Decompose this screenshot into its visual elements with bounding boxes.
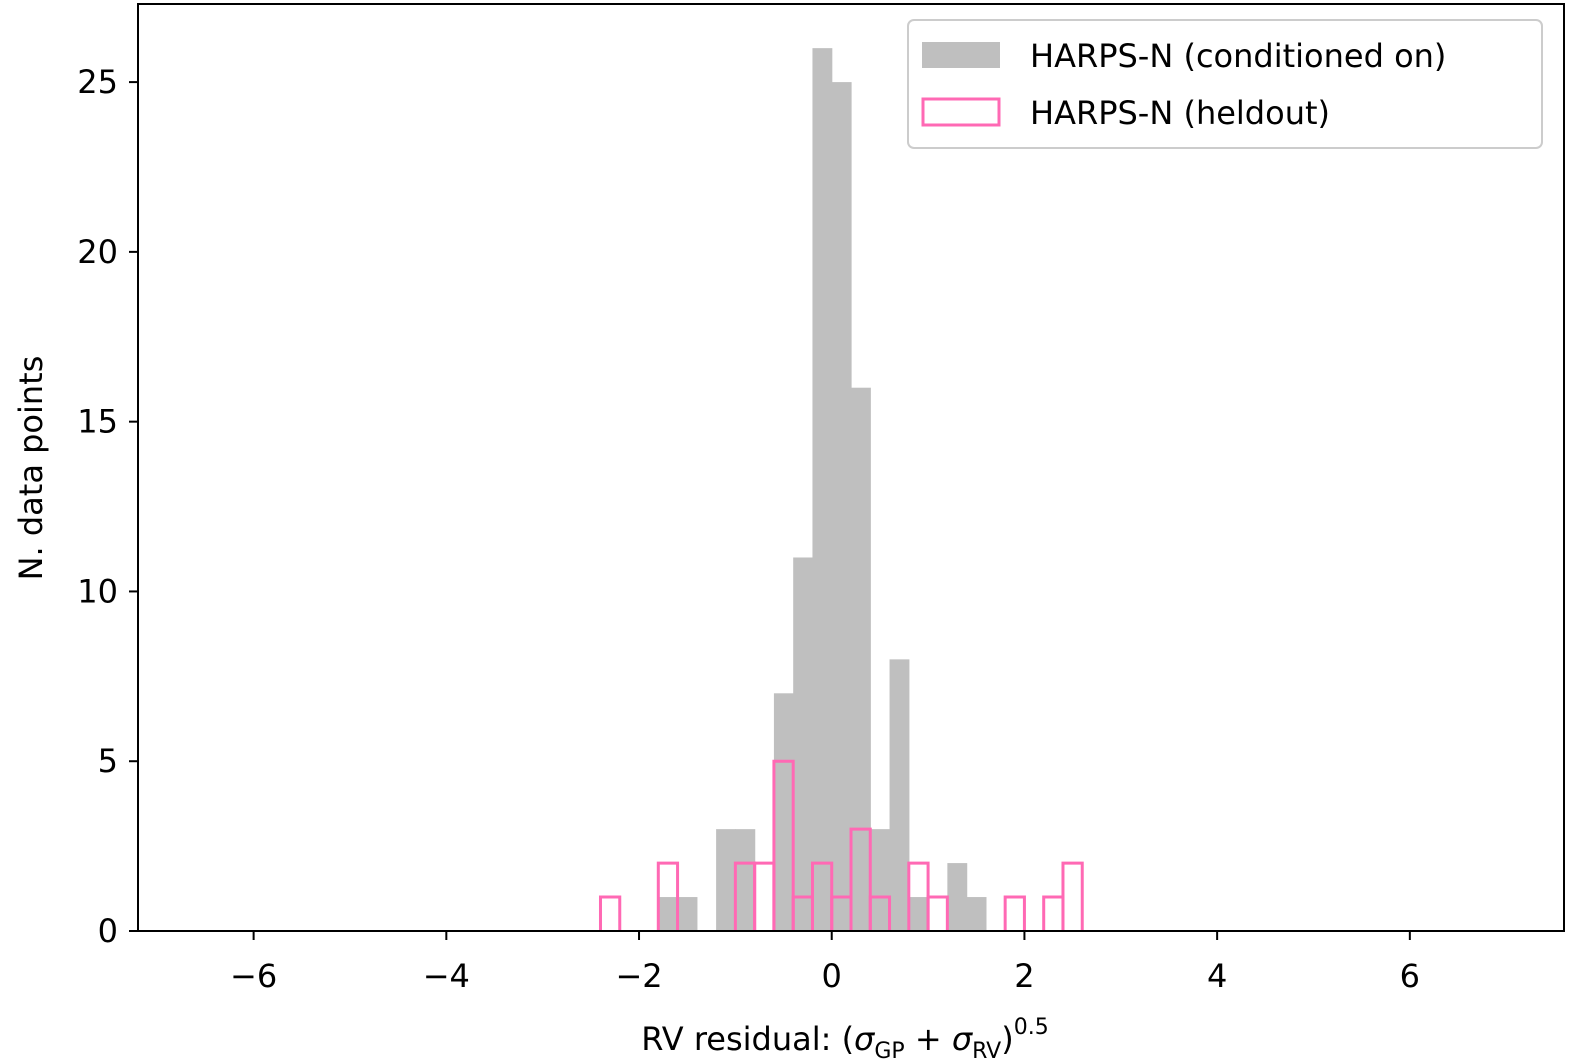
step-heldout-8 [849, 827, 872, 931]
bar-conditioned-4 [773, 693, 794, 931]
x-axis-label-sub-rv: RV [972, 1039, 1001, 1062]
bars-layer [658, 48, 987, 932]
legend: HARPS-N (conditioned on) HARPS-N (heldou… [907, 19, 1543, 149]
y-tick-label: 15 [77, 403, 118, 441]
legend-box [907, 19, 1543, 149]
bar-conditioned-11 [908, 897, 929, 931]
step-heldout-12 [1003, 895, 1026, 931]
x-axis-label-plus: + [905, 1020, 952, 1058]
x-tick-label: 4 [1207, 957, 1227, 995]
bar-conditioned-8 [851, 387, 871, 931]
x-axis-label-sub-gp: GP [874, 1039, 904, 1062]
bar-conditioned-1 [677, 897, 698, 931]
step-heldout-14 [1061, 861, 1084, 931]
plot-frame [137, 3, 1565, 932]
y-axis-label: N. data points [12, 356, 50, 581]
y-tick-label: 0 [98, 912, 118, 950]
bar-conditioned-2 [716, 829, 736, 931]
y-axis-ticks: 0 5 10 15 20 25 [77, 63, 138, 950]
x-axis-label-sigma-gp: σ [854, 1020, 876, 1058]
step-heldout-11 [926, 895, 949, 931]
bar-conditioned-5 [793, 557, 814, 931]
x-axis-label-close: ) [1001, 1020, 1013, 1058]
x-tick-label: 2 [1014, 957, 1034, 995]
bar-conditioned-13 [966, 897, 987, 931]
x-tick-label: −4 [423, 957, 470, 995]
step-heldout-4 [772, 759, 795, 931]
y-tick-label: 5 [98, 742, 118, 780]
bar-conditioned-6 [812, 48, 833, 931]
x-tick-label: −2 [615, 957, 662, 995]
bar-conditioned-10 [889, 659, 910, 931]
bar-conditioned-12 [947, 863, 968, 931]
x-axis-label-sigma-rv: σ [952, 1020, 974, 1058]
x-axis-label-exponent: 0.5 [1014, 1015, 1049, 1040]
legend-swatch-conditioned [922, 42, 1000, 68]
bar-conditioned-9 [870, 829, 891, 931]
step-heldout-9 [868, 895, 892, 931]
step-heldout-0 [598, 895, 622, 931]
bar-conditioned-3 [735, 829, 756, 931]
bar-conditioned-0 [658, 897, 679, 931]
x-axis-label: RV residual: (σGP + σRV)0.5 [641, 1015, 1048, 1062]
step-heldout-1 [656, 861, 680, 931]
bar-conditioned-7 [831, 82, 852, 932]
x-axis-ticks: −6 −4 −2 0 2 4 6 [230, 931, 1420, 995]
y-tick-label: 10 [77, 572, 118, 610]
x-axis-label-prefix: RV residual: ( [641, 1020, 854, 1058]
step-layer [598, 759, 1084, 931]
x-tick-label: −6 [230, 957, 277, 995]
legend-swatch-heldout [921, 97, 1001, 127]
y-tick-label: 25 [77, 63, 118, 101]
y-tick-label: 20 [77, 233, 118, 271]
legend-label-heldout: HARPS-N (heldout) [1030, 94, 1330, 132]
x-tick-label: 6 [1400, 957, 1420, 995]
x-tick-label: 0 [822, 957, 842, 995]
legend-label-conditioned: HARPS-N (conditioned on) [1030, 37, 1446, 75]
